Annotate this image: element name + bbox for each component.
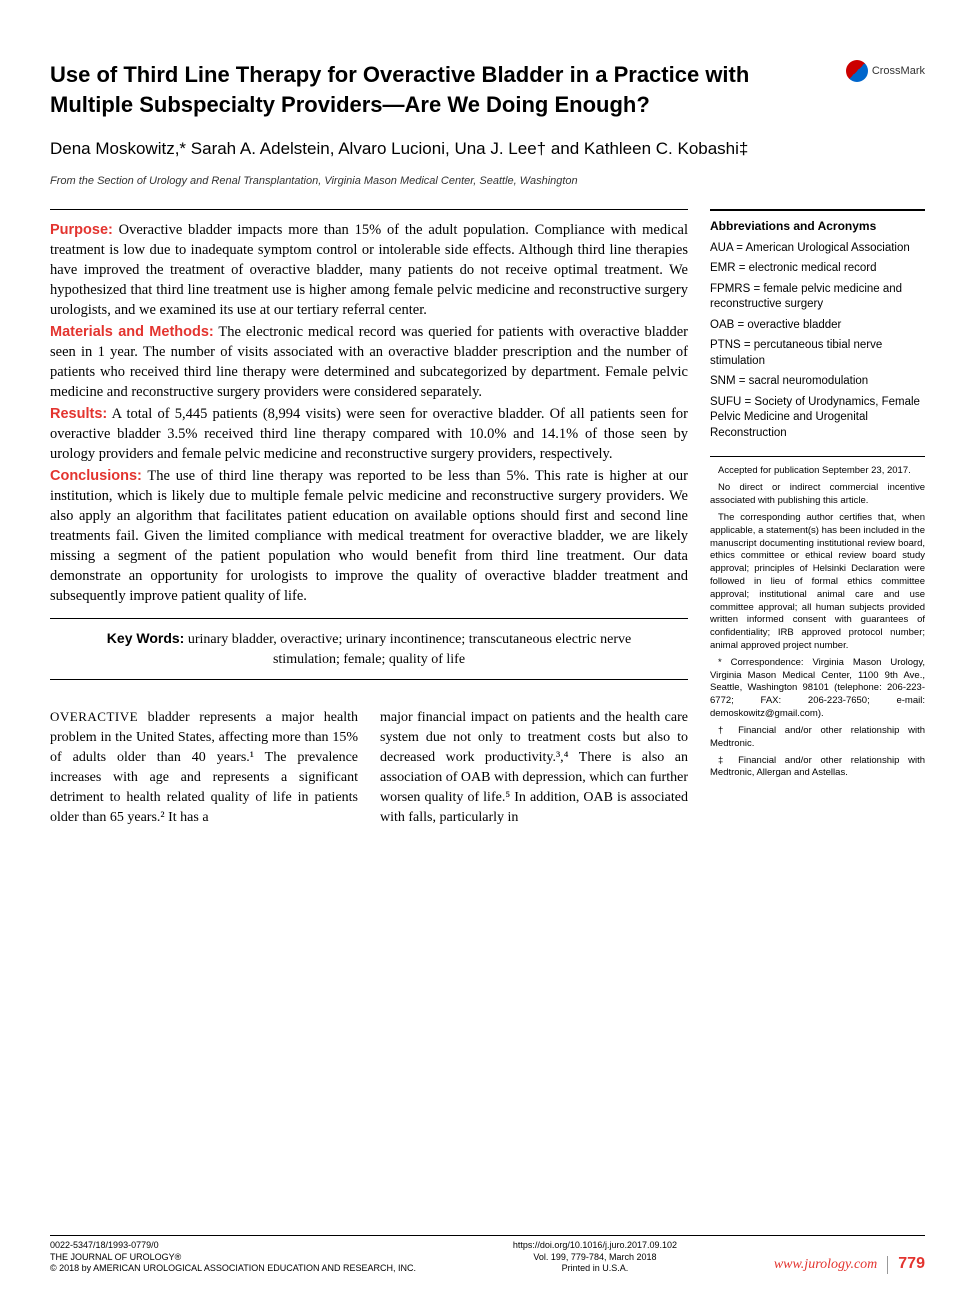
footer-issn: 0022-5347/18/1993-0779/0 <box>50 1240 416 1252</box>
note-incentive: No direct or indirect commercial incenti… <box>710 482 925 508</box>
abbrev-item: SUFU = Society of Urodynamics, Female Pe… <box>710 395 925 442</box>
footer-journal: THE JOURNAL OF UROLOGY® <box>50 1252 416 1264</box>
page-footer: 0022-5347/18/1993-0779/0 THE JOURNAL OF … <box>50 1235 925 1275</box>
body-column-2: major financial impact on patients and t… <box>380 708 688 827</box>
body-lead-word: Overactive <box>50 709 138 724</box>
abstract-conclusions: Conclusions: The use of third line thera… <box>50 466 688 606</box>
body-column-1: Overactive bladder represents a major he… <box>50 708 358 827</box>
abbrev-item: AUA = American Urological Association <box>710 241 925 257</box>
affiliation: From the Section of Urology and Renal Tr… <box>50 175 925 187</box>
abbrev-item: EMR = electronic medical record <box>710 261 925 277</box>
keywords-text: urinary bladder, overactive; urinary inc… <box>184 632 631 667</box>
note-ethics: The corresponding author certifies that,… <box>710 512 925 653</box>
footer-left: 0022-5347/18/1993-0779/0 THE JOURNAL OF … <box>50 1240 416 1275</box>
crossmark-badge[interactable]: CrossMark <box>846 60 925 82</box>
article-title: Use of Third Line Therapy for Overactive… <box>50 60 770 119</box>
author-list: Dena Moskowitz,* Sarah A. Adelstein, Alv… <box>50 137 925 161</box>
body-col2-text: major financial impact on patients and t… <box>380 710 688 824</box>
abstract-methods: Materials and Methods: The electronic me… <box>50 322 688 402</box>
abbreviations-title: Abbreviations and Acronyms <box>710 219 925 235</box>
header-row: Use of Third Line Therapy for Overactive… <box>50 60 925 119</box>
note-disclosure-1: † Financial and/or other relationship wi… <box>710 725 925 751</box>
footer-printed: Printed in U.S.A. <box>513 1263 677 1275</box>
body-col1-text: bladder represents a major health proble… <box>50 710 358 824</box>
results-text: A total of 5,445 patients (8,994 visits)… <box>50 406 688 462</box>
abstract-results: Results: A total of 5,445 patients (8,99… <box>50 404 688 464</box>
keywords-box: Key Words: urinary bladder, overactive; … <box>50 619 688 680</box>
journal-url[interactable]: www.jurology.com <box>774 1256 877 1274</box>
sidebar-column: Abbreviations and Acronyms AUA = America… <box>710 209 925 827</box>
abbrev-item: FPMRS = female pelvic medicine and recon… <box>710 282 925 313</box>
abstract-purpose: Purpose: Overactive bladder impacts more… <box>50 220 688 320</box>
conclusions-text: The use of third line therapy was report… <box>50 468 688 604</box>
note-accepted: Accepted for publication September 23, 2… <box>710 465 925 478</box>
purpose-label: Purpose: <box>50 222 113 238</box>
main-content-row: Purpose: Overactive bladder impacts more… <box>50 209 925 827</box>
abbrev-item: SNM = sacral neuromodulation <box>710 374 925 390</box>
note-disclosure-2: ‡ Financial and/or other relationship wi… <box>710 755 925 781</box>
abbrev-item: PTNS = percutaneous tibial nerve stimula… <box>710 338 925 369</box>
keywords-label: Key Words: <box>107 630 185 646</box>
footer-copyright: © 2018 by AMERICAN UROLOGICAL ASSOCIATIO… <box>50 1263 416 1275</box>
footer-doi: https://doi.org/10.1016/j.juro.2017.09.1… <box>513 1240 677 1252</box>
body-text-columns: Overactive bladder represents a major he… <box>50 708 688 827</box>
abstract-column: Purpose: Overactive bladder impacts more… <box>50 209 688 827</box>
abstract-box: Purpose: Overactive bladder impacts more… <box>50 209 688 619</box>
crossmark-label: CrossMark <box>872 65 925 77</box>
abbreviations-box: Abbreviations and Acronyms AUA = America… <box>710 209 925 457</box>
results-label: Results: <box>50 406 107 422</box>
page-separator <box>887 1256 888 1274</box>
footer-volume: Vol. 199, 779-784, March 2018 <box>513 1252 677 1264</box>
footer-right: www.jurology.com 779 <box>774 1254 925 1275</box>
note-correspondence: * Correspondence: Virginia Mason Urology… <box>710 657 925 721</box>
methods-label: Materials and Methods: <box>50 324 214 340</box>
sidebar-notes: Accepted for publication September 23, 2… <box>710 457 925 780</box>
purpose-text: Overactive bladder impacts more than 15%… <box>50 222 688 318</box>
abbrev-item: OAB = overactive bladder <box>710 318 925 334</box>
crossmark-icon <box>846 60 868 82</box>
conclusions-label: Conclusions: <box>50 468 142 484</box>
page-number: 779 <box>898 1254 925 1275</box>
footer-center: https://doi.org/10.1016/j.juro.2017.09.1… <box>513 1240 677 1275</box>
